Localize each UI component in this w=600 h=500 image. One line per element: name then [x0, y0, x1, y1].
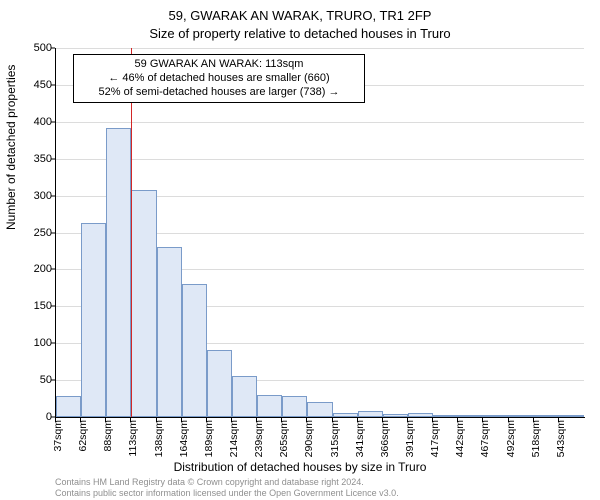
gridline — [56, 159, 584, 160]
y-tick-label: 50 — [12, 374, 52, 386]
x-tick-label: 442sqm — [454, 420, 466, 457]
y-tick-mark — [51, 380, 55, 381]
histogram-bar — [534, 415, 559, 417]
x-tick-mark — [533, 418, 534, 422]
annotation-line-1: 59 GWARAK AN WARAK: 113sqm — [80, 58, 358, 72]
y-tick-label: 100 — [12, 337, 52, 349]
x-tick-mark — [181, 418, 182, 422]
x-tick-mark — [130, 418, 131, 422]
histogram-bar — [257, 395, 282, 417]
histogram-bar — [307, 402, 332, 417]
histogram-bar — [458, 415, 483, 417]
histogram-bar — [56, 396, 81, 417]
x-tick-label: 138sqm — [153, 420, 165, 457]
footer-line-2: Contains public sector information licen… — [55, 488, 399, 498]
histogram-bar — [207, 350, 232, 417]
x-tick-label: 543sqm — [555, 420, 567, 457]
x-tick-mark — [332, 418, 333, 422]
x-tick-mark — [407, 418, 408, 422]
x-tick-label: 189sqm — [203, 420, 215, 457]
y-tick-label: 500 — [12, 42, 52, 54]
x-tick-label: 239sqm — [253, 420, 265, 457]
x-tick-label: 62sqm — [77, 420, 89, 452]
x-tick-mark — [558, 418, 559, 422]
x-tick-label: 88sqm — [102, 420, 114, 452]
x-tick-label: 518sqm — [530, 420, 542, 457]
x-tick-label: 265sqm — [278, 420, 290, 457]
x-tick-mark — [382, 418, 383, 422]
x-tick-label: 164sqm — [178, 420, 190, 457]
x-tick-label: 214sqm — [228, 420, 240, 457]
x-tick-label: 366sqm — [379, 420, 391, 457]
chart-supertitle: 59, GWARAK AN WARAK, TRURO, TR1 2FP — [0, 8, 600, 23]
x-tick-mark — [206, 418, 207, 422]
y-tick-label: 450 — [12, 79, 52, 91]
histogram-bar — [131, 190, 156, 417]
histogram-bar — [333, 413, 358, 417]
x-tick-label: 290sqm — [303, 420, 315, 457]
x-tick-mark — [80, 418, 81, 422]
y-tick-label: 350 — [12, 153, 52, 165]
x-tick-label: 113sqm — [127, 420, 139, 457]
x-tick-mark — [482, 418, 483, 422]
histogram-bar — [383, 414, 408, 417]
y-tick-mark — [51, 306, 55, 307]
gridline — [56, 122, 584, 123]
y-tick-label: 250 — [12, 227, 52, 239]
x-tick-mark — [432, 418, 433, 422]
histogram-bar — [483, 415, 508, 417]
x-tick-mark — [156, 418, 157, 422]
histogram-bar — [358, 411, 383, 417]
y-tick-label: 400 — [12, 116, 52, 128]
footer-line-1: Contains HM Land Registry data © Crown c… — [55, 477, 399, 487]
y-tick-mark — [51, 48, 55, 49]
histogram-bar — [433, 415, 458, 417]
x-tick-label: 315sqm — [329, 420, 341, 457]
annotation-line-2: ← 46% of detached houses are smaller (66… — [80, 72, 358, 86]
x-axis-label: Distribution of detached houses by size … — [0, 460, 600, 474]
x-tick-label: 391sqm — [404, 420, 416, 457]
y-tick-mark — [51, 232, 55, 233]
chart-footer: Contains HM Land Registry data © Crown c… — [55, 477, 399, 498]
x-tick-label: 341sqm — [354, 420, 366, 457]
histogram-bar — [182, 284, 207, 417]
x-tick-mark — [231, 418, 232, 422]
x-tick-label: 492sqm — [505, 420, 517, 457]
x-tick-mark — [357, 418, 358, 422]
x-tick-label: 37sqm — [52, 420, 64, 452]
y-tick-mark — [51, 269, 55, 270]
x-tick-mark — [281, 418, 282, 422]
y-tick-label: 150 — [12, 300, 52, 312]
y-tick-mark — [51, 121, 55, 122]
histogram-bar — [232, 376, 257, 417]
histogram-bar — [408, 413, 433, 417]
x-tick-mark — [508, 418, 509, 422]
y-tick-mark — [51, 84, 55, 85]
y-tick-mark — [51, 158, 55, 159]
histogram-bar — [81, 223, 106, 417]
property-marker-line — [131, 48, 132, 417]
histogram-bar — [509, 415, 534, 417]
histogram-bar — [106, 128, 131, 417]
y-tick-label: 0 — [12, 411, 52, 423]
x-tick-mark — [55, 418, 56, 422]
histogram-bar — [157, 247, 182, 417]
x-tick-mark — [457, 418, 458, 422]
x-tick-mark — [306, 418, 307, 422]
y-tick-label: 200 — [12, 263, 52, 275]
y-tick-mark — [51, 343, 55, 344]
x-tick-label: 467sqm — [479, 420, 491, 457]
x-tick-mark — [256, 418, 257, 422]
x-tick-mark — [105, 418, 106, 422]
y-tick-mark — [51, 195, 55, 196]
y-tick-label: 300 — [12, 190, 52, 202]
histogram-bar — [559, 415, 584, 417]
annotation-line-3: 52% of semi-detached houses are larger (… — [80, 86, 358, 100]
gridline — [56, 48, 584, 49]
x-tick-label: 417sqm — [429, 420, 441, 457]
chart-title: Size of property relative to detached ho… — [0, 26, 600, 41]
histogram-bar — [282, 396, 307, 417]
annotation-box: 59 GWARAK AN WARAK: 113sqm← 46% of detac… — [73, 54, 365, 103]
plot-area — [55, 48, 585, 418]
